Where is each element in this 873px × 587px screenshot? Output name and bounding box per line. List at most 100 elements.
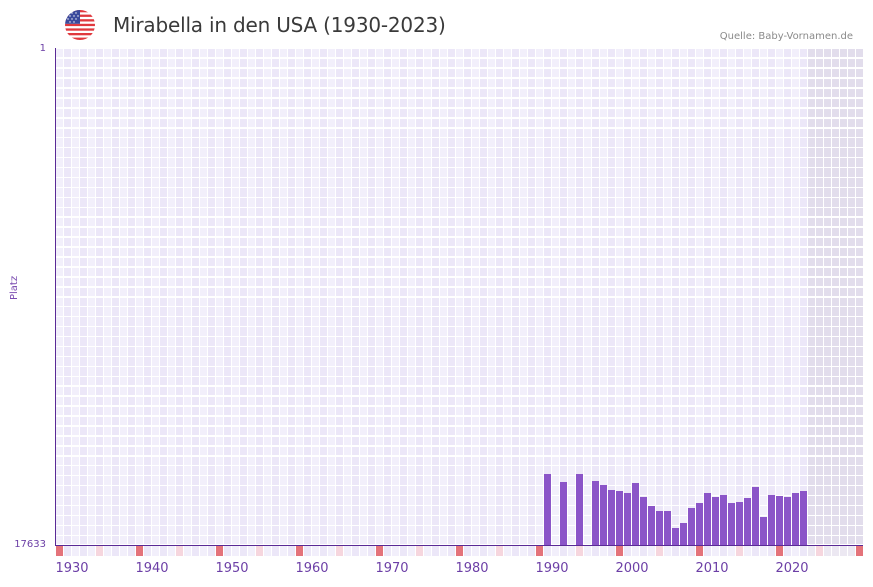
grid-cell xyxy=(336,377,343,386)
grid-cell xyxy=(824,297,831,306)
grid-cell xyxy=(472,486,479,495)
grid-cell xyxy=(592,277,599,287)
grid-cell xyxy=(288,506,295,515)
grid-cell xyxy=(424,168,431,177)
grid-cell xyxy=(544,158,551,167)
grid-cell xyxy=(848,297,855,306)
grid-cell xyxy=(744,88,751,98)
grid-cell xyxy=(168,506,175,515)
grid-cell xyxy=(304,367,311,376)
grid-cell xyxy=(352,247,359,257)
grid-cell xyxy=(672,138,679,147)
grid-cell xyxy=(712,198,719,207)
grid-cell xyxy=(192,287,199,296)
grid-cell xyxy=(464,436,471,446)
grid-cell xyxy=(528,68,535,78)
grid-cell xyxy=(792,367,799,376)
grid-cell xyxy=(464,426,471,436)
grid-cell xyxy=(848,148,855,157)
grid-cell xyxy=(664,208,671,217)
grid-cell xyxy=(752,138,759,147)
grid-cell xyxy=(808,188,815,197)
grid-cell xyxy=(200,436,207,446)
grid-cell xyxy=(560,426,567,436)
grid-cell xyxy=(744,486,751,495)
grid-cell xyxy=(328,98,335,108)
grid-cell xyxy=(384,476,391,485)
grid-cell xyxy=(304,277,311,287)
grid-cell xyxy=(200,426,207,436)
grid-cell xyxy=(296,98,303,108)
grid-cell xyxy=(808,148,815,157)
grid-cell xyxy=(712,396,719,406)
grid-cell xyxy=(600,357,607,366)
grid-cell xyxy=(720,78,727,88)
grid-cell xyxy=(704,108,711,118)
grid-cell xyxy=(416,88,423,98)
grid-cell xyxy=(96,178,103,187)
grid-cell xyxy=(528,426,535,436)
grid-cell xyxy=(288,78,295,88)
grid-cell xyxy=(240,506,247,515)
grid-cell xyxy=(440,377,447,386)
grid-cell xyxy=(192,456,199,465)
grid-cell xyxy=(816,88,823,98)
grid-cell xyxy=(168,426,175,436)
grid-cell xyxy=(208,436,215,446)
grid-cell xyxy=(368,436,375,446)
grid-cell xyxy=(352,108,359,118)
grid-cell xyxy=(680,58,687,68)
grid-cell xyxy=(344,68,351,78)
grid-cell xyxy=(248,466,255,475)
grid-cell xyxy=(200,78,207,88)
grid-cell xyxy=(448,307,455,316)
grid-cell xyxy=(176,486,183,495)
grid-cell xyxy=(704,208,711,217)
grid-cell xyxy=(184,396,191,406)
grid-cell xyxy=(248,426,255,436)
grid-cell xyxy=(824,78,831,88)
grid-cell xyxy=(104,516,111,525)
grid-cell xyxy=(144,536,151,545)
grid-cell xyxy=(672,227,679,237)
grid-cell xyxy=(80,526,87,535)
grid-cell xyxy=(432,118,439,128)
grid-cell xyxy=(600,406,607,416)
grid-cell xyxy=(104,337,111,346)
grid-cell xyxy=(352,367,359,376)
grid-cell xyxy=(168,78,175,88)
grid-cell xyxy=(688,257,695,267)
grid-cell xyxy=(312,536,319,545)
grid-cell xyxy=(584,446,591,456)
grid-cell xyxy=(464,128,471,137)
grid-cell xyxy=(296,446,303,456)
grid-cell xyxy=(480,128,487,137)
grid-cell xyxy=(656,396,663,406)
grid-cell xyxy=(224,88,231,98)
grid-cell xyxy=(456,68,463,78)
grid-cell xyxy=(688,337,695,346)
grid-cell xyxy=(520,307,527,316)
grid-cell xyxy=(360,267,367,277)
grid-cell xyxy=(136,516,143,525)
grid-cell xyxy=(232,108,239,118)
grid-cell xyxy=(768,406,775,416)
grid-cell xyxy=(272,406,279,416)
grid-cell xyxy=(56,536,63,545)
grid-cell xyxy=(472,367,479,376)
grid-cell xyxy=(584,58,591,68)
grid-cell xyxy=(592,88,599,98)
grid-cell xyxy=(504,148,511,157)
grid-cell xyxy=(720,148,727,157)
grid-cell xyxy=(184,456,191,465)
grid-cell xyxy=(408,476,415,485)
grid-cell xyxy=(584,377,591,386)
grid-cell xyxy=(408,257,415,267)
grid-cell xyxy=(72,446,79,456)
grid-cell xyxy=(760,188,767,197)
grid-cell xyxy=(216,148,223,157)
grid-cell xyxy=(544,108,551,118)
grid-cell xyxy=(208,496,215,505)
grid-cell xyxy=(392,297,399,306)
grid-cell xyxy=(400,227,407,237)
